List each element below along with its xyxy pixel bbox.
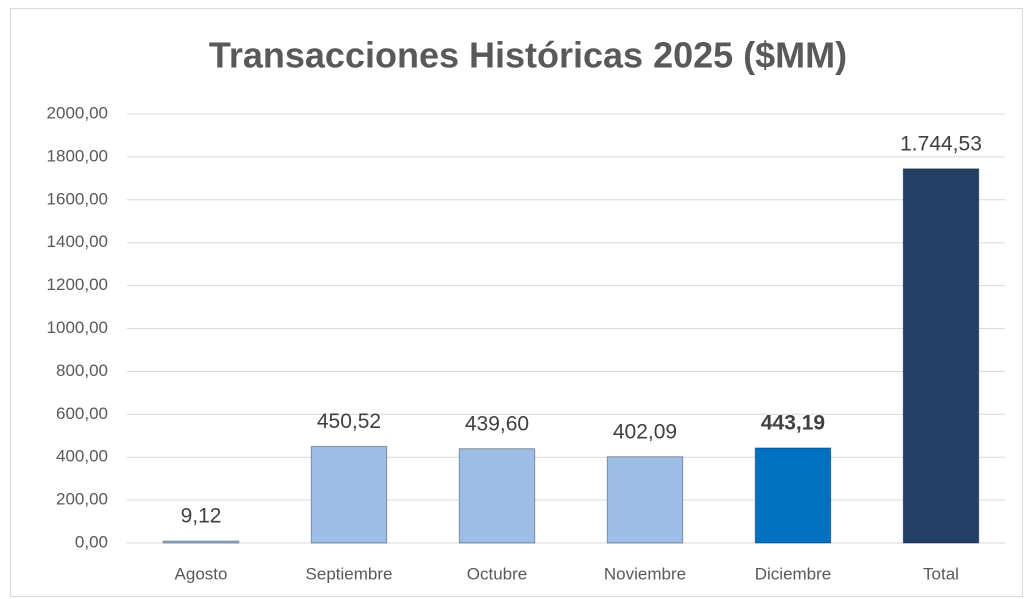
x-tick-label: Noviembre	[604, 564, 686, 583]
bar	[754, 447, 832, 544]
value-label: 450,52	[317, 410, 381, 433]
value-label: 439,60	[465, 412, 529, 435]
bar	[310, 445, 388, 544]
value-label: 443,19	[761, 411, 825, 434]
y-tick-label: 800,00	[56, 361, 108, 380]
y-tick-label: 1000,00	[47, 318, 108, 337]
bar	[606, 456, 684, 544]
bar	[162, 540, 240, 544]
y-tick-label: 1200,00	[47, 275, 108, 294]
bar	[902, 168, 980, 544]
value-label: 1.744,53	[900, 132, 982, 155]
y-tick-label: 600,00	[56, 404, 108, 423]
x-tick-label: Total	[923, 564, 959, 583]
x-tick-label: Agosto	[175, 564, 228, 583]
y-tick-label: 1800,00	[47, 146, 108, 165]
y-tick-label: 2000,00	[47, 103, 108, 122]
chart-title: Transacciones Históricas 2025 ($MM)	[209, 35, 847, 76]
y-tick-label: 0,00	[75, 532, 108, 551]
bar	[458, 448, 536, 544]
value-label: 402,09	[613, 420, 677, 443]
y-tick-label: 1400,00	[47, 232, 108, 251]
y-tick-label: 1600,00	[47, 189, 108, 208]
y-tick-label: 200,00	[56, 490, 108, 509]
x-tick-label: Diciembre	[755, 564, 832, 583]
x-tick-label: Septiembre	[306, 564, 393, 583]
value-label: 9,12	[181, 505, 222, 528]
y-tick-label: 400,00	[56, 447, 108, 466]
x-tick-label: Octubre	[467, 564, 527, 583]
